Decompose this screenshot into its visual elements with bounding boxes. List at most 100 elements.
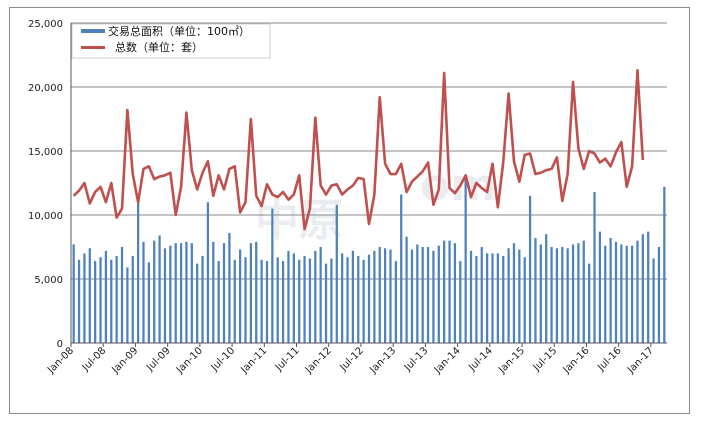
bar bbox=[94, 261, 97, 343]
legend-bar-swatch bbox=[81, 29, 105, 33]
bar bbox=[126, 267, 129, 343]
bar-series bbox=[72, 176, 666, 343]
bar bbox=[179, 243, 183, 343]
bar bbox=[185, 241, 188, 343]
bar bbox=[212, 241, 215, 343]
bar bbox=[496, 253, 499, 343]
bar bbox=[485, 253, 489, 343]
bar bbox=[389, 249, 392, 343]
bar bbox=[609, 238, 612, 343]
bar bbox=[652, 258, 655, 343]
x-tick-label: Jul-12 bbox=[337, 345, 366, 374]
bar bbox=[239, 249, 242, 343]
bar bbox=[432, 250, 435, 343]
x-tick-label: Jan-16 bbox=[561, 345, 592, 376]
bar bbox=[367, 254, 371, 343]
x-axis-ticks: Jan-08 Jul-08 Jan-09 Jul-09 Jan-10 Jul-10 Jan-… bbox=[45, 343, 656, 376]
bar bbox=[142, 241, 145, 343]
bar bbox=[604, 245, 607, 343]
bar bbox=[206, 202, 210, 343]
bar bbox=[378, 247, 381, 343]
x-tick-label: Jan-14 bbox=[432, 345, 463, 376]
bar bbox=[330, 258, 333, 343]
bar bbox=[308, 258, 312, 343]
axes bbox=[70, 23, 667, 344]
bar bbox=[507, 248, 510, 343]
bar bbox=[663, 186, 666, 343]
bar bbox=[593, 191, 596, 343]
y-tick-label: 20,000 bbox=[28, 83, 63, 94]
bar bbox=[475, 255, 478, 343]
bar bbox=[351, 250, 355, 343]
bar bbox=[77, 259, 81, 343]
bar bbox=[169, 245, 172, 343]
x-tick-label: Jan-09 bbox=[110, 345, 141, 376]
bar bbox=[341, 253, 344, 343]
bar bbox=[523, 257, 526, 343]
bar bbox=[400, 194, 403, 343]
bar bbox=[437, 245, 440, 343]
line-series bbox=[72, 69, 645, 231]
bar bbox=[394, 261, 397, 343]
bar bbox=[303, 255, 306, 343]
bar bbox=[88, 248, 91, 343]
bar bbox=[265, 261, 269, 343]
bar bbox=[217, 261, 220, 343]
bar bbox=[550, 247, 553, 343]
bar bbox=[346, 257, 349, 343]
bar bbox=[383, 248, 387, 343]
bar bbox=[539, 244, 542, 343]
bar bbox=[405, 236, 408, 343]
legend-line-swatch bbox=[81, 46, 105, 49]
bar bbox=[641, 234, 644, 343]
x-tick-label: Jul-16 bbox=[595, 345, 624, 374]
bar bbox=[636, 240, 639, 343]
bar bbox=[314, 250, 317, 343]
bar bbox=[464, 176, 467, 343]
legend-bar-label: 交易总面积（单位：100㎡） bbox=[108, 24, 250, 38]
chart-frame bbox=[9, 7, 690, 414]
bar bbox=[319, 247, 322, 343]
bar bbox=[292, 253, 295, 343]
y-tick-label: 25,000 bbox=[28, 19, 63, 30]
bar bbox=[582, 240, 585, 343]
bar bbox=[598, 231, 602, 343]
bar bbox=[281, 261, 285, 343]
bar bbox=[512, 243, 516, 343]
bar bbox=[147, 262, 150, 343]
x-tick-label: Jul-14 bbox=[466, 345, 495, 374]
bar bbox=[72, 244, 75, 343]
x-tick-label: Jul-13 bbox=[402, 345, 431, 374]
bar bbox=[459, 261, 462, 343]
x-tick-label: Jul-10 bbox=[209, 345, 238, 374]
bar bbox=[647, 231, 650, 343]
bar bbox=[528, 195, 532, 343]
bar bbox=[244, 257, 247, 343]
x-tick-label: Jan-15 bbox=[496, 345, 527, 376]
y-tick-label: 10,000 bbox=[28, 211, 63, 222]
bar bbox=[201, 255, 204, 343]
bar bbox=[561, 247, 564, 343]
y-tick-label: 15,000 bbox=[28, 147, 63, 158]
bar bbox=[555, 248, 559, 343]
watermark: 中原 om bbox=[255, 160, 496, 246]
bar bbox=[174, 243, 177, 343]
bar bbox=[335, 204, 338, 343]
bar bbox=[566, 248, 569, 343]
bar bbox=[163, 248, 167, 343]
bar bbox=[298, 259, 301, 343]
line-path bbox=[72, 69, 645, 231]
bar bbox=[115, 255, 118, 343]
bar bbox=[324, 263, 328, 343]
bar bbox=[588, 263, 591, 343]
bar bbox=[153, 240, 156, 343]
bar bbox=[534, 238, 537, 343]
bar bbox=[196, 263, 199, 343]
bar bbox=[410, 249, 414, 343]
bar bbox=[657, 247, 661, 343]
bar bbox=[276, 257, 279, 343]
bar bbox=[443, 240, 446, 343]
x-tick-label: Jul-09 bbox=[144, 345, 173, 374]
x-tick-label: Jan-12 bbox=[303, 345, 334, 376]
